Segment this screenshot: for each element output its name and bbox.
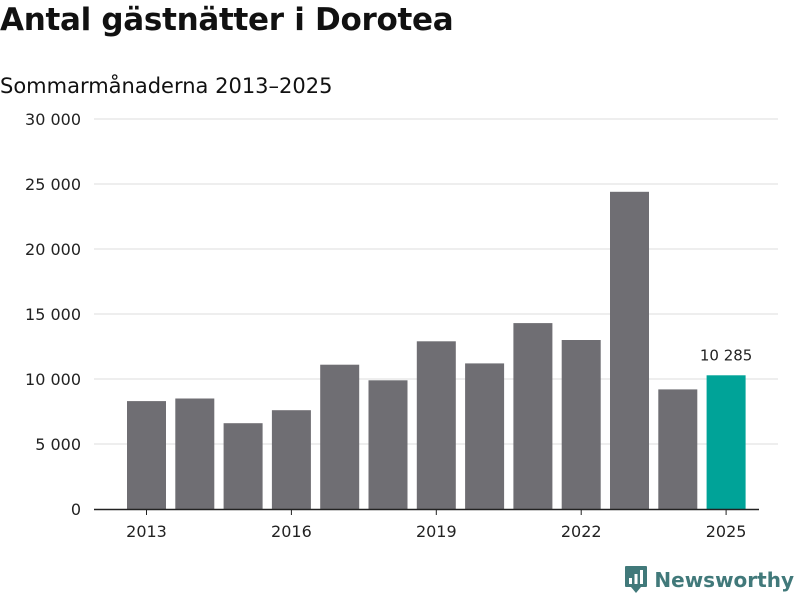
bar-2025: [706, 375, 746, 509]
y-axis-tick-labels: 0 5 000 10 000 15 000 20 000 25 000 30 000: [25, 110, 81, 519]
y-tick-label: 5 000: [35, 435, 81, 454]
x-tick-label: 2019: [416, 522, 457, 541]
y-tick-label: 20 000: [25, 240, 81, 259]
x-axis-tick-labels: 2013 2016 2019 2022 2025: [126, 522, 746, 541]
y-tick-label: 0: [71, 500, 81, 519]
bar-2021: [513, 323, 553, 509]
x-tick-label: 2013: [126, 522, 167, 541]
bar-2013: [127, 401, 166, 509]
newsworthy-logo-icon: [625, 566, 648, 593]
newsworthy-brand: Newsworthy: [624, 564, 794, 596]
data-label: 10 285: [700, 346, 753, 364]
x-tick-label: 2022: [561, 522, 602, 541]
y-tick-label: 15 000: [25, 305, 81, 324]
y-tick-label: 25 000: [25, 175, 81, 194]
bar-2024: [658, 389, 698, 509]
bar-2014: [175, 398, 215, 509]
y-tick-label: 10 000: [25, 370, 81, 389]
data-labels: 10 285: [700, 346, 753, 364]
bar-2015: [223, 423, 263, 509]
bar-2018: [368, 380, 408, 509]
x-tick-label: 2025: [706, 522, 747, 541]
bar-2020: [465, 363, 505, 509]
chart-title: Antal gästnätter i Dorotea: [0, 2, 454, 38]
bars: [127, 191, 746, 510]
bar-2017: [320, 364, 360, 509]
chart-subtitle: Sommarmånaderna 2013–2025: [0, 74, 333, 98]
bar-2019: [416, 341, 456, 509]
y-tick-label: 30 000: [25, 110, 81, 129]
x-tick-label: 2016: [271, 522, 312, 541]
x-axis: [94, 508, 759, 515]
bar-2022: [561, 340, 601, 509]
bar-2016: [271, 410, 311, 509]
bar-2023: [610, 191, 649, 510]
newsworthy-wordmark: Newsworthy: [654, 568, 794, 592]
